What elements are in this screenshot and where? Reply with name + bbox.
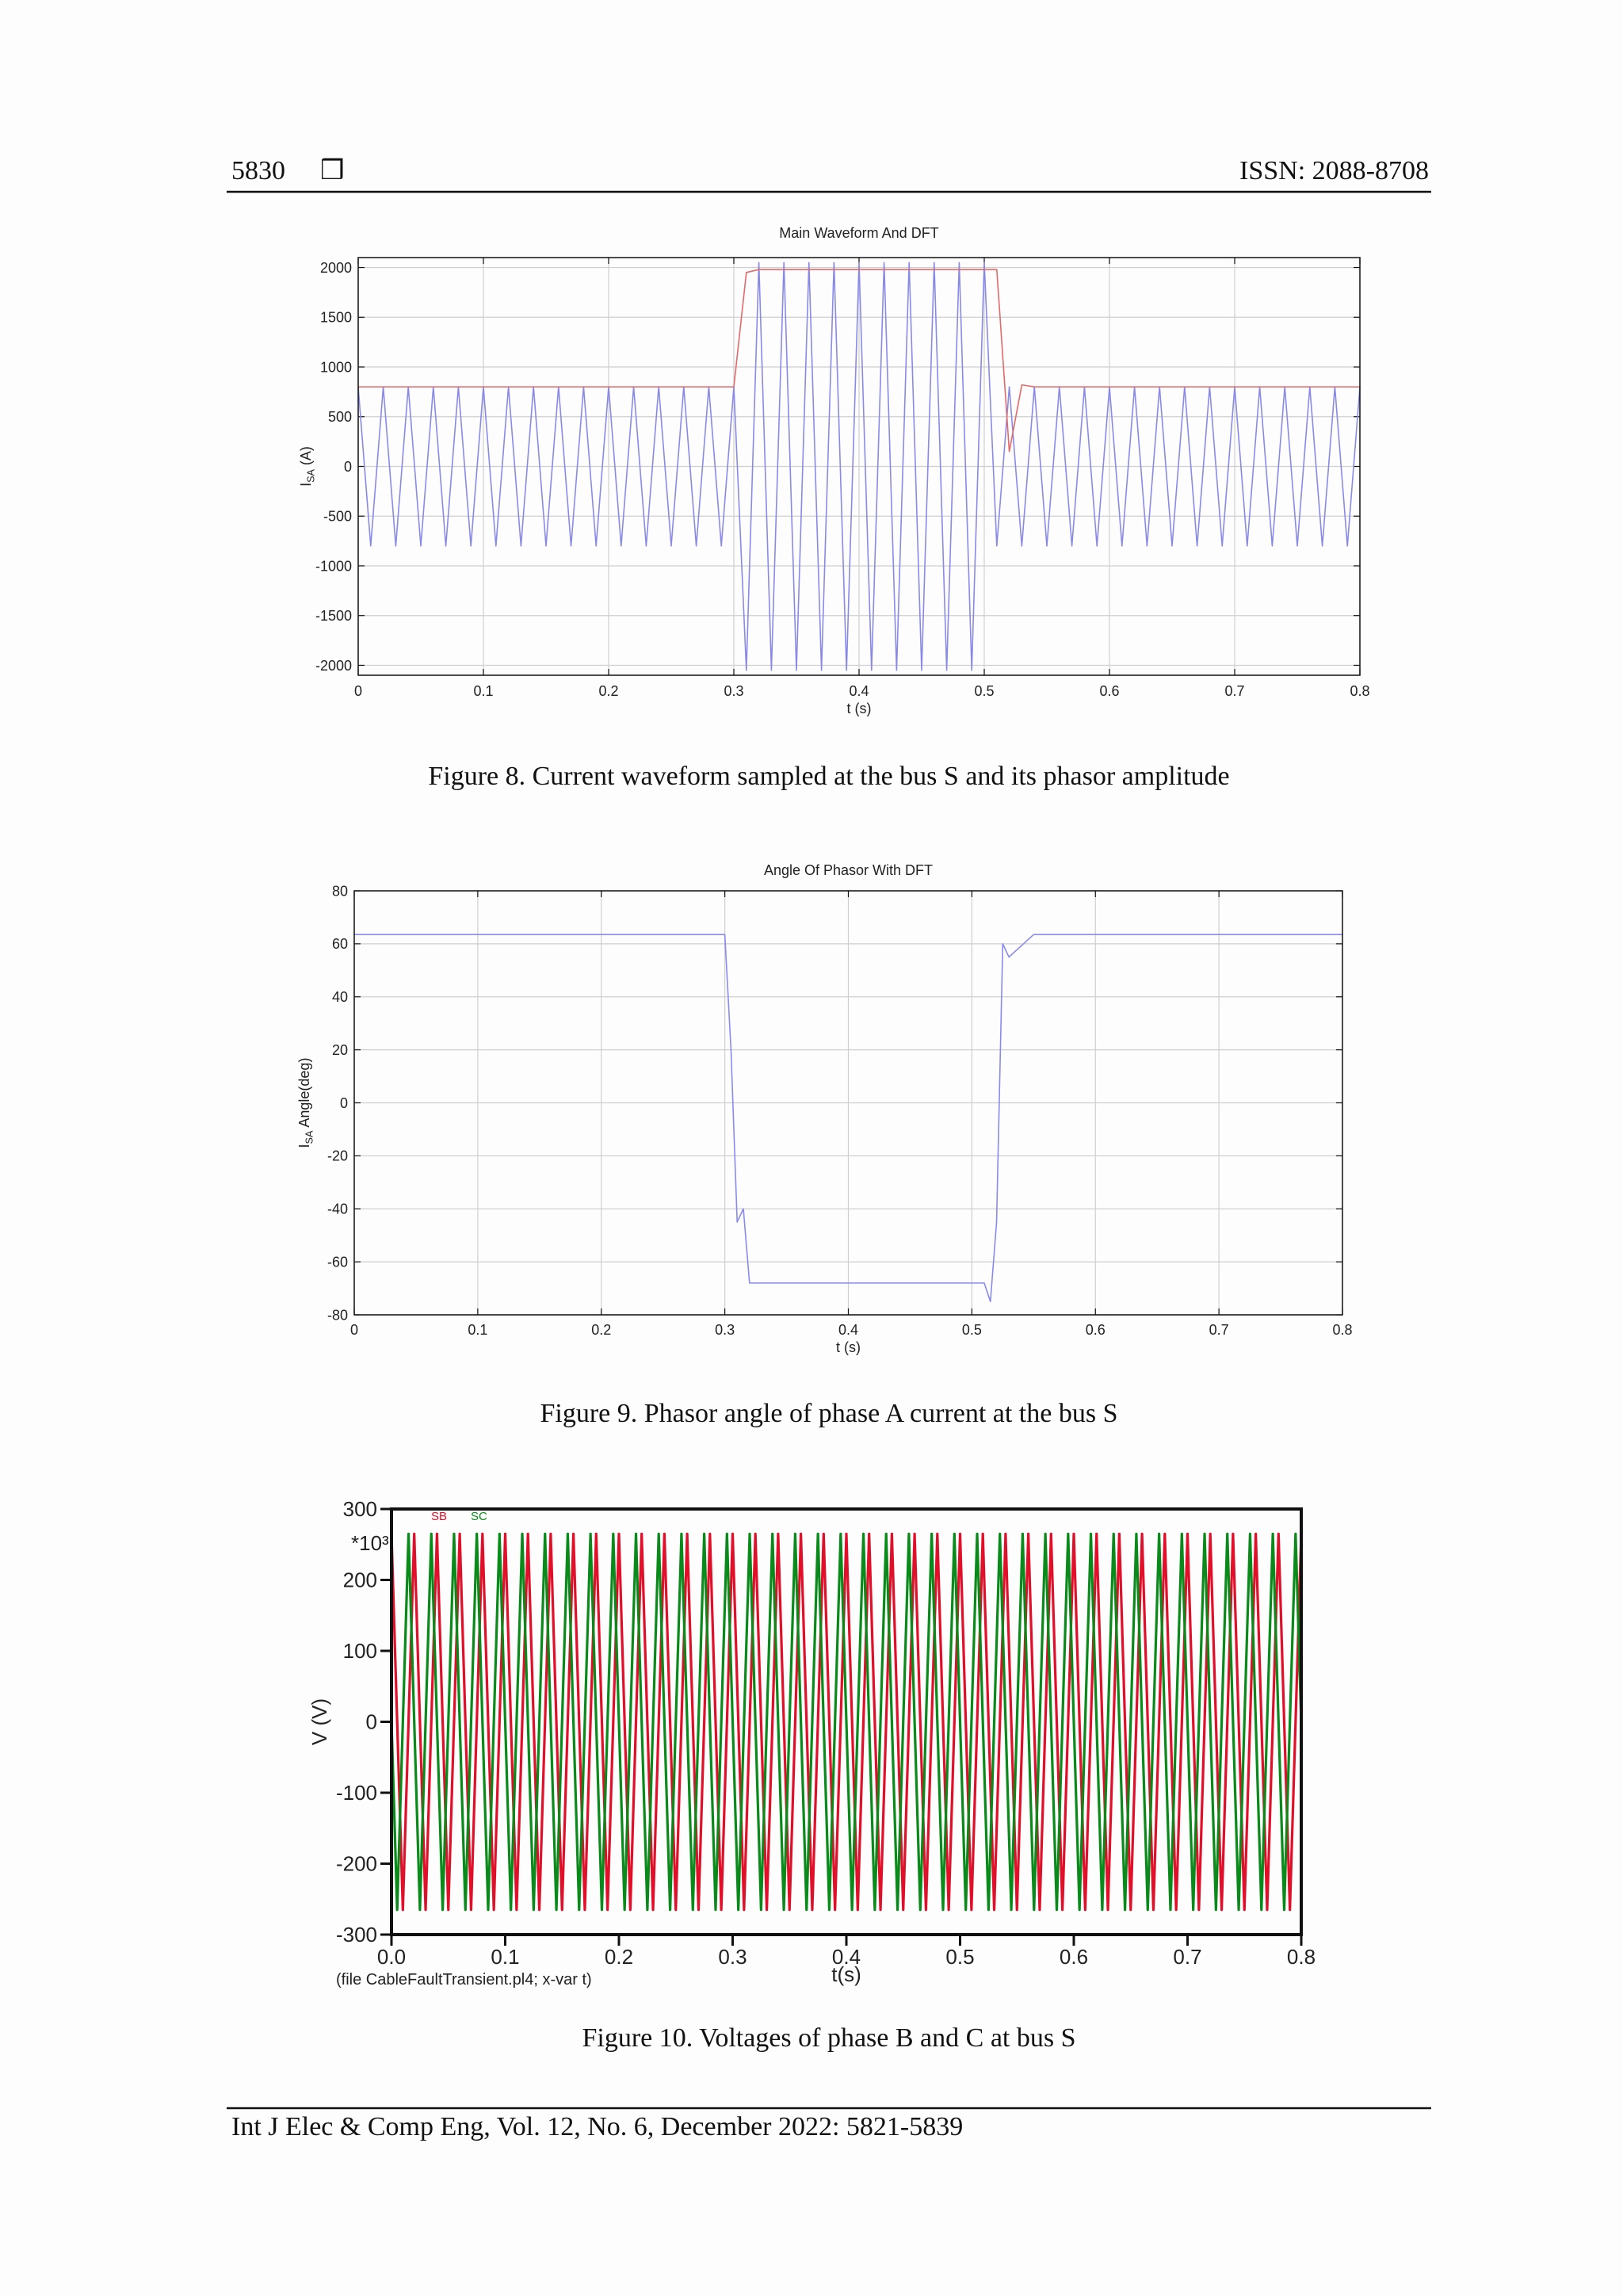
y-tick-label: 0 [366,1710,377,1734]
x-tick-label: 0.8 [1350,683,1369,699]
x-axis-label: t (s) [836,1339,861,1355]
y-axis-label-part: (A) [298,446,314,469]
x-axis-label: t(s) [831,1962,861,1986]
x-tick-label: 0 [354,683,362,699]
legend-label: SC [471,1510,487,1523]
y-tick-label: 100 [343,1639,377,1663]
y-tick-label: 80 [332,883,348,899]
x-tick-label: 0.1 [491,1945,519,1969]
y-tick-label: 2000 [320,260,352,276]
legend-label: SB [431,1510,447,1523]
x-tick-label: 0.5 [962,1322,982,1338]
y-tick-label: -500 [323,509,352,525]
x-tick-label: 0.6 [1099,683,1119,699]
x-tick-label: 0.6 [1086,1322,1106,1338]
y-axis-label-part: I [298,483,314,487]
plot-frame [390,1507,1303,1936]
caption: Figure 9. Phasor angle of phase A curren… [540,1399,1118,1428]
series-line [390,1532,1303,1912]
y-tick-label: 1000 [320,359,352,375]
y-axis-label-part: I [296,1144,312,1148]
x-tick-label: 0.5 [945,1945,974,1969]
y-tick-label: 1500 [320,310,352,326]
series-line [390,1532,1303,1912]
issn: ISSN: 2088-8708 [1239,156,1429,185]
y-tick-label: 300 [343,1497,377,1521]
x-axis-label: t (s) [847,701,872,716]
x-tick-label: 0.7 [1173,1945,1201,1969]
x-tick-label: 0.7 [1224,683,1244,699]
x-tick-label: 0.4 [849,683,869,699]
series-line [354,934,1342,1303]
header-symbol: ❒ [320,156,344,185]
chart-title: Main Waveform And DFT [779,225,938,241]
caption: Figure 10. Voltages of phase B and C at … [582,2023,1076,2053]
x-tick-label: 0.2 [605,1945,633,1969]
y-axis-label-part: Angle(deg) [296,1058,312,1131]
y-tick-label: -80 [327,1307,348,1323]
y-tick-label: 60 [332,936,348,952]
x-tick-label: 0.5 [974,683,994,699]
y-tick-label: -100 [336,1781,377,1805]
annotation: (file CableFaultTransient.pl4; x-var t) [336,1971,592,1988]
y-tick-label: -40 [327,1201,348,1217]
x-tick-label: 0.2 [591,1322,611,1338]
y-tick-label: 200 [343,1568,377,1592]
series-line [357,262,1361,671]
y-axis-label-part: SA [304,1130,315,1144]
x-tick-label: 0.8 [1287,1945,1316,1969]
series-line [358,269,1360,453]
y-tick-label: -1000 [315,558,352,574]
y-tick-label: 500 [328,409,352,425]
x-tick-label: 0.3 [715,1322,735,1338]
footer: Int J Elec & Comp Eng, Vol. 12, No. 6, D… [231,2112,963,2141]
x-tick-label: 0.1 [468,1322,487,1338]
y-axis-label-part: SA [306,468,317,482]
y-axis-label: V (V) [307,1698,331,1745]
plot-frame [353,890,1343,1316]
y-tick-label: -60 [327,1254,348,1270]
x-tick-label: 0.3 [718,1945,747,1969]
x-tick-label: 0 [350,1322,358,1338]
y-tick-label: -200 [336,1852,377,1876]
annotation: *10³ [351,1531,389,1555]
y-axis-label: ISA (A) [298,446,317,487]
x-tick-label: 0.0 [377,1945,406,1969]
y-tick-label: -2000 [315,658,352,674]
x-tick-label: 0.7 [1209,1322,1229,1338]
y-tick-label: 20 [332,1042,348,1058]
y-tick-label: -1500 [315,608,352,624]
y-axis-label: ISA Angle(deg) [296,1058,315,1148]
y-tick-label: 0 [344,459,352,475]
x-tick-label: 0.3 [724,683,743,699]
page-number: 5830 [231,156,285,185]
caption: Figure 8. Current waveform sampled at th… [428,762,1229,791]
chart-title: Angle Of Phasor With DFT [764,862,933,878]
x-tick-label: 0.1 [473,683,493,699]
plot-frame [357,257,1361,676]
x-tick-label: 0.2 [598,683,618,699]
x-tick-label: 0.4 [832,1945,861,1969]
x-tick-label: 0.8 [1332,1322,1352,1338]
x-tick-label: 0.4 [838,1322,858,1338]
y-tick-label: -20 [327,1148,348,1164]
y-tick-label: 40 [332,989,348,1005]
y-tick-label: 0 [340,1095,348,1111]
y-tick-label: -300 [336,1923,377,1946]
x-tick-label: 0.6 [1060,1945,1088,1969]
